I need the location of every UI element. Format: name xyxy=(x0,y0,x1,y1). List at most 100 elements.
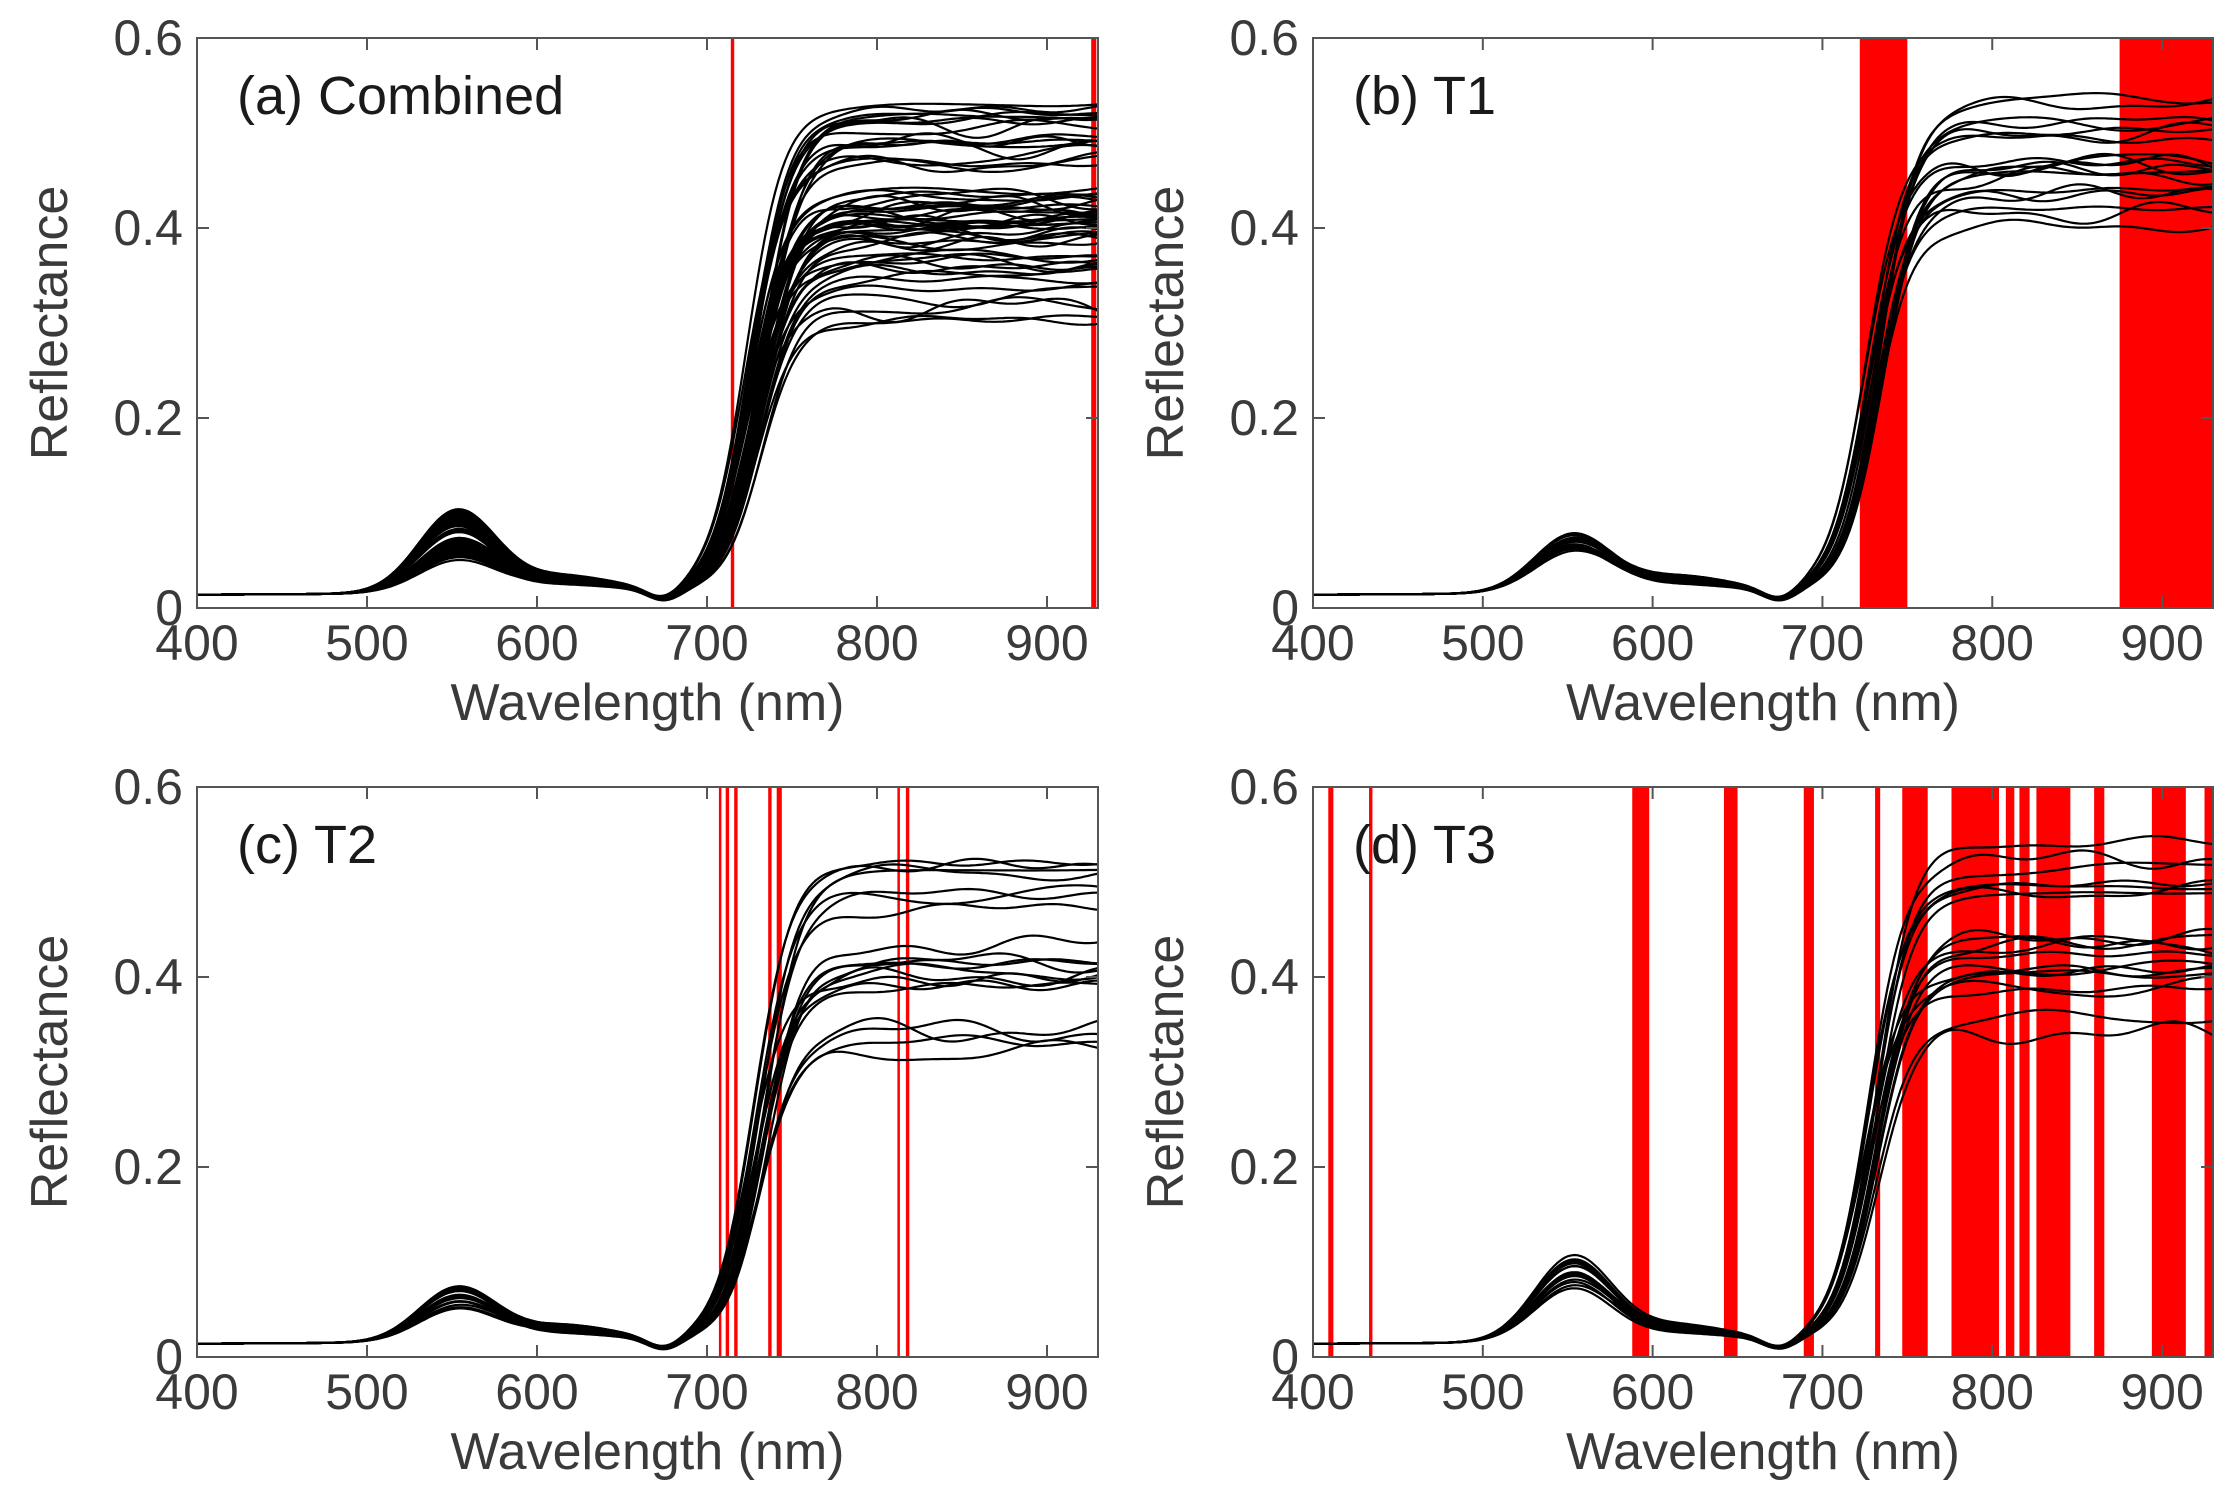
spectrum-line xyxy=(1313,936,2213,1350)
y-tick-label: 0 xyxy=(155,580,183,636)
axes-frame xyxy=(1312,37,2214,609)
spectrum-line xyxy=(197,285,1098,601)
spectrum-line xyxy=(197,859,1098,1348)
spectrum-line xyxy=(1313,152,2213,602)
spectrum-line xyxy=(1313,964,2213,1350)
x-tick-label: 500 xyxy=(1441,1364,1524,1420)
x-tick-label: 900 xyxy=(2120,1364,2203,1420)
y-tick-label: 0 xyxy=(155,1329,183,1385)
spectrum-line xyxy=(1313,133,2213,598)
x-tick-label: 800 xyxy=(835,615,918,671)
axes-frame xyxy=(196,37,1099,609)
y-tick-label: 0.2 xyxy=(113,390,183,446)
spectrum-line xyxy=(197,212,1098,600)
spectrum-line xyxy=(197,230,1098,601)
y-axis-title: Reflectance xyxy=(21,935,79,1210)
spectrum-line xyxy=(1313,200,2213,599)
spectrum-line xyxy=(1313,153,2213,599)
spectrum-line xyxy=(197,253,1098,600)
y-tick-label: 0.2 xyxy=(113,1139,183,1195)
spectrum-line xyxy=(1313,879,2213,1348)
spectra xyxy=(1313,835,2213,1350)
selected-band xyxy=(2119,38,2213,608)
x-tick-label: 900 xyxy=(2120,615,2203,671)
spectrum-line xyxy=(197,231,1098,600)
spectrum-line xyxy=(197,857,1098,1348)
spectrum-line xyxy=(197,189,1098,598)
spectrum-line xyxy=(197,314,1098,602)
x-tick-label: 600 xyxy=(495,615,578,671)
spectrum-line xyxy=(197,966,1098,1349)
selected-band xyxy=(1328,787,1334,1357)
spectrum-line xyxy=(197,958,1098,1350)
y-tick-label: 0 xyxy=(1271,1329,1299,1385)
x-tick-label: 400 xyxy=(155,615,238,671)
spectrum-line xyxy=(197,1039,1098,1350)
spectrum-line xyxy=(197,106,1098,599)
selected-band xyxy=(1875,787,1881,1357)
x-tick-label: 500 xyxy=(1441,615,1524,671)
spectrum-line xyxy=(197,934,1098,1351)
spectrum-line xyxy=(197,218,1098,601)
spectrum-line xyxy=(1313,969,2213,1350)
y-axis-title: Reflectance xyxy=(1137,186,1195,461)
spectrum-line xyxy=(197,972,1098,1348)
selected-band xyxy=(2019,787,2030,1357)
x-tick-label: 800 xyxy=(835,1364,918,1420)
spectrum-line xyxy=(197,190,1098,602)
spectrum-line xyxy=(197,217,1098,599)
panel-d: 400 500 600 700 800 900 0 0.2 0.4 0.6 Wavelength (… xyxy=(1137,759,2214,1481)
selected-band xyxy=(2094,787,2105,1357)
selected-band xyxy=(1902,787,1928,1357)
selected-band xyxy=(725,787,730,1357)
spectrum-line xyxy=(197,151,1098,598)
selected-band xyxy=(730,38,735,608)
x-tick-label: 700 xyxy=(1781,1364,1864,1420)
x-axis-title: Wavelength (nm) xyxy=(1566,1423,1960,1481)
spectrum-line xyxy=(197,222,1098,601)
spectrum-line xyxy=(1313,1020,2213,1350)
spectrum-line xyxy=(197,952,1098,1350)
spectrum-line xyxy=(1313,861,2213,1350)
x-tick-label: 600 xyxy=(1611,1364,1694,1420)
selected-band xyxy=(2204,787,2213,1357)
selected-band xyxy=(2036,787,2071,1357)
y-tick-label: 0.6 xyxy=(113,10,183,66)
selected-band xyxy=(905,787,910,1357)
spectrum-line xyxy=(1313,205,2213,600)
selected-band xyxy=(2005,787,2015,1357)
x-axis-title: Wavelength (nm) xyxy=(1566,674,1960,732)
spectrum-line xyxy=(197,260,1098,600)
y-tick-label: 0 xyxy=(1271,580,1299,636)
spectrum-line xyxy=(1313,959,2213,1350)
selected-bands xyxy=(1859,38,2213,608)
spectrum-line xyxy=(197,296,1098,601)
selected-band xyxy=(1951,787,2000,1357)
spectrum-line xyxy=(197,981,1098,1350)
spectrum-line xyxy=(1313,933,2213,1350)
x-tick-label: 800 xyxy=(1951,615,2034,671)
spectrum-line xyxy=(197,297,1098,601)
y-axis-title: Reflectance xyxy=(21,186,79,461)
selected-band xyxy=(1369,787,1373,1357)
x-tick-label: 600 xyxy=(495,1364,578,1420)
panel-c: 400 500 600 700 800 900 0 0.2 0.4 0.6 Wavelength (… xyxy=(21,759,1099,1481)
spectrum-line xyxy=(197,143,1098,599)
panel-title: (d) T3 xyxy=(1353,815,1496,875)
spectrum-line xyxy=(1313,879,2213,1348)
spectrum-line xyxy=(1313,1008,2213,1350)
spectrum-line xyxy=(197,112,1098,600)
panel-title: (a) Combined xyxy=(237,66,564,126)
spectrum-line xyxy=(1313,835,2213,1350)
x-axis-title: Wavelength (nm) xyxy=(451,674,845,732)
spectrum-line xyxy=(1313,126,2213,600)
x-tick-label: 400 xyxy=(155,1364,238,1420)
panel-b: 400 500 600 700 800 900 0 0.2 0.4 0.6 Wavelength (… xyxy=(1137,10,2214,732)
spectra xyxy=(197,102,1098,602)
x-tick-label: 900 xyxy=(1005,615,1088,671)
spectrum-line xyxy=(197,265,1098,601)
y-tick-label: 0.4 xyxy=(1229,200,1299,256)
spectrum-line xyxy=(197,194,1098,601)
spectrum-line xyxy=(1313,849,2213,1349)
